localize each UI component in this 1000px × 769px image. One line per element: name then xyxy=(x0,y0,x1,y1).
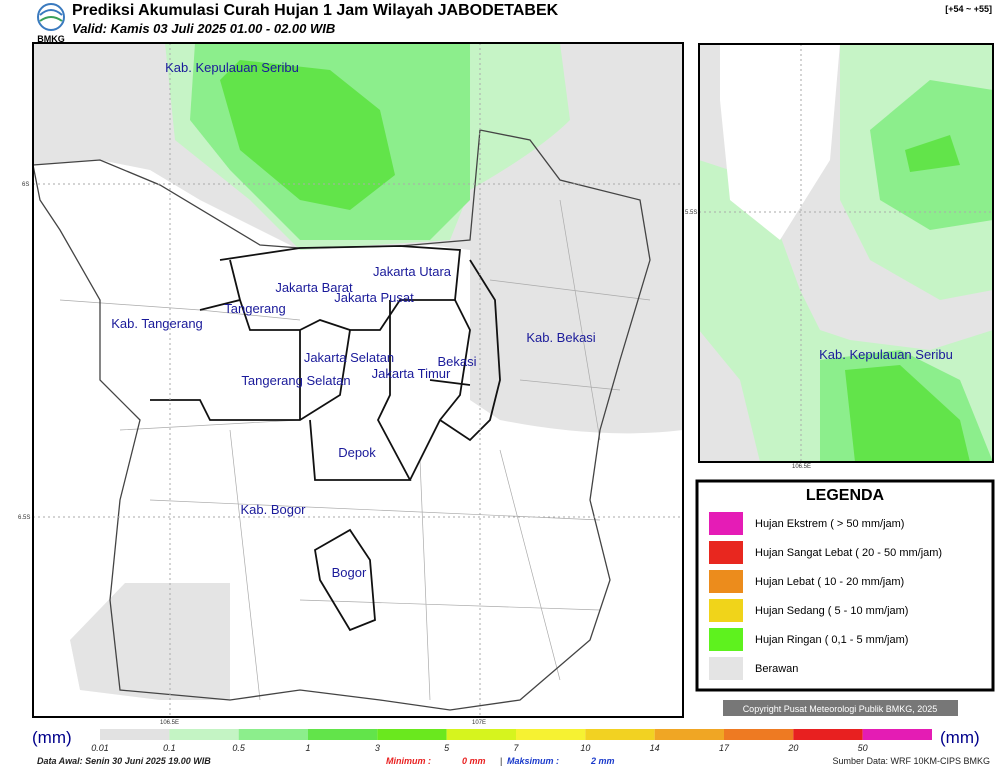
region-label: Tangerang xyxy=(224,301,285,316)
colorbar-segment xyxy=(308,729,378,740)
source: Sumber Data: WRF 10KM-CIPS BMKG xyxy=(832,756,990,766)
legend-label: Berawan xyxy=(755,663,798,675)
region-label: Bogor xyxy=(332,565,367,580)
colorbar-label: 14 xyxy=(650,743,660,753)
colorbar-segment xyxy=(862,729,932,740)
colorbar-label: 17 xyxy=(719,743,730,753)
lon-tick: 106.5E xyxy=(160,720,179,726)
legend-label: Hujan Lebat ( 10 - 20 mm/jam) xyxy=(755,576,904,588)
colorbar-segment xyxy=(724,729,794,740)
logo-text: BMKG xyxy=(37,34,65,44)
legend: LEGENDA Hujan Ekstrem ( > 50 mm/jam) Huja… xyxy=(695,479,995,692)
lat-tick: 6.5S xyxy=(18,515,30,521)
colorbar-segment xyxy=(169,729,239,740)
colorbar-label: 5 xyxy=(444,743,450,753)
logo: BMKG xyxy=(37,3,65,44)
colorbar-segment xyxy=(446,729,516,740)
colorbar-label: 3 xyxy=(375,743,380,753)
legend-label: Hujan Sedang ( 5 - 10 mm/jam) xyxy=(755,605,908,617)
colorbar-label: 0.1 xyxy=(163,743,176,753)
unit: (mm) xyxy=(32,728,72,747)
region-label: Kab. Kepulauan Seribu xyxy=(165,60,299,75)
colorbar-label: 20 xyxy=(787,743,798,753)
separator: | xyxy=(500,756,502,766)
legend-swatch xyxy=(709,599,743,622)
colorbar-segment xyxy=(585,729,655,740)
region-label: Jakarta Pusat xyxy=(334,290,414,305)
unit: (mm) xyxy=(940,728,980,747)
lon-tick: 106.5E xyxy=(792,464,811,470)
legend-swatch xyxy=(709,512,743,535)
region-label: Kab. Bekasi xyxy=(526,330,595,345)
colorbar-segment xyxy=(377,729,447,740)
legend-label: Hujan Sangat Lebat ( 20 - 50 mm/jam) xyxy=(755,547,942,559)
legend-swatch xyxy=(709,541,743,564)
copyright: Copyright Pusat Meteorologi Publik BMKG,… xyxy=(743,704,938,714)
legend-label: Hujan Ringan ( 0,1 - 5 mm/jam) xyxy=(755,634,908,646)
legend-label: Hujan Ekstrem ( > 50 mm/jam) xyxy=(755,518,904,530)
inset-map: 5.5S 106.5E Kab. Kepulauan Seribu xyxy=(685,43,994,470)
legend-title: LEGENDA xyxy=(806,487,885,504)
region-label: Jakarta Timur xyxy=(372,366,451,381)
data-awal: Data Awal: Senin 30 Juni 2025 19.00 WIB xyxy=(37,756,211,766)
region-label: Jakarta Utara xyxy=(373,264,452,279)
colorbar-segment xyxy=(793,729,863,740)
colorbar-label: 10 xyxy=(580,743,590,753)
colorbar-segment xyxy=(100,729,170,740)
region-label: Jakarta Barat xyxy=(275,280,353,295)
title: Prediksi Akumulasi Curah Hujan 1 Jam Wil… xyxy=(72,2,559,19)
region-label: Depok xyxy=(338,445,376,460)
legend-swatch xyxy=(709,657,743,680)
legend-swatch xyxy=(709,628,743,651)
lat-tick: 5.5S xyxy=(685,210,697,216)
step: [+54 ~ +55] xyxy=(945,4,992,14)
max-label: Maksimum : xyxy=(507,756,559,766)
lat-tick: 6S xyxy=(22,182,29,188)
colorbar-label: 50 xyxy=(858,743,868,753)
lon-tick: 107E xyxy=(472,720,486,726)
copyright-box xyxy=(723,700,958,716)
region-label: Kab. Kepulauan Seribu xyxy=(819,347,953,362)
legend-swatch xyxy=(709,570,743,593)
max-value: 2 mm xyxy=(590,756,615,766)
colorbar-label: 0.01 xyxy=(91,743,109,753)
region-label: Bekasi xyxy=(437,354,476,369)
colorbar-label: 7 xyxy=(513,743,519,753)
colorbar-segment xyxy=(516,729,586,740)
region-label: Kab. Bogor xyxy=(240,502,306,517)
subtitle: Valid: Kamis 03 Juli 2025 01.00 - 02.00 … xyxy=(72,21,335,36)
colorbar: (mm) (mm) 0.01 0.1 0.5 1 3 5 7 10 14 17 20 50 xyxy=(32,728,980,753)
main-map: 6S 6.5S 106.5E 107E Kab. Kepulauan Serib… xyxy=(18,42,684,726)
colorbar-segment xyxy=(238,729,308,740)
min-label: Minimum : xyxy=(386,756,431,766)
colorbar-label: 1 xyxy=(305,743,310,753)
colorbar-segment xyxy=(654,729,724,740)
region-label: Tangerang Selatan xyxy=(241,373,350,388)
colorbar-label: 0.5 xyxy=(232,743,246,753)
region-label: Jakarta Selatan xyxy=(304,350,394,365)
region-label: Kab. Tangerang xyxy=(111,316,203,331)
min-value: 0 mm xyxy=(462,756,486,766)
